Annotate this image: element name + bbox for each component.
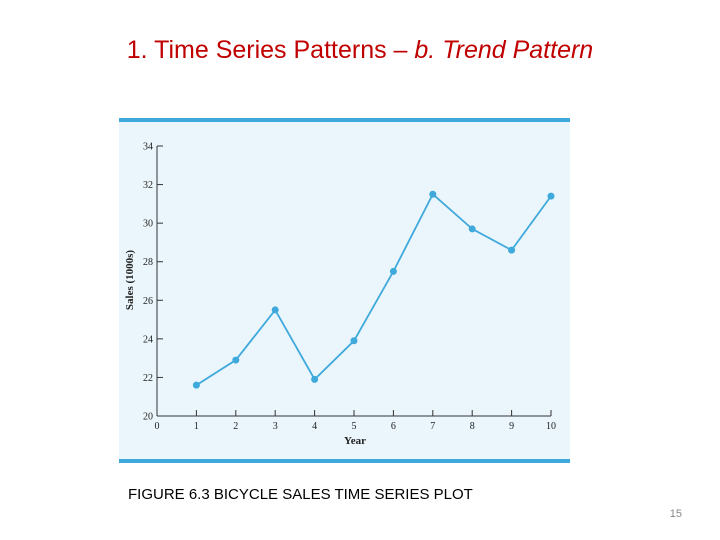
data-point: [311, 375, 319, 383]
slide-title-main: 1. Time Series Patterns –: [126, 36, 415, 64]
x-tick-label: 8: [470, 421, 475, 432]
data-point: [547, 192, 555, 200]
x-tick-label: 4: [312, 421, 317, 432]
data-point: [271, 306, 279, 314]
chart-axes: [156, 146, 551, 417]
x-tick-label: 3: [273, 421, 278, 432]
data-point: [192, 381, 200, 389]
x-tick-label: 9: [509, 421, 514, 432]
data-point: [508, 246, 516, 254]
y-tick-label: 22: [143, 373, 153, 384]
y-tick-label: 24: [143, 334, 153, 345]
y-tick-label: 32: [143, 180, 153, 191]
x-tick-label: 1: [194, 421, 199, 432]
data-point: [232, 356, 240, 364]
y-tick-label: 20: [143, 412, 153, 423]
y-tick-label: 28: [143, 257, 153, 268]
x-tick-label: 5: [352, 421, 357, 432]
data-point: [389, 267, 397, 275]
x-tick-label: 7: [430, 421, 435, 432]
y-tick-label: 26: [143, 296, 153, 307]
y-tick-label: 34: [143, 142, 153, 153]
data-point: [468, 225, 476, 233]
x-tick-label: 2: [233, 421, 238, 432]
chart-panel: 20 22 24 26 28 30 32 34 0 1 2 3 4 5 6 7 8 9 10 Year Sales …: [119, 118, 570, 463]
data-point: [350, 337, 358, 345]
slide-title-emphasis: b. Trend Pattern: [414, 36, 594, 64]
x-tick-label: 0: [155, 421, 160, 432]
x-tick-label: 6: [391, 421, 396, 432]
y-axis-label: Sales (1000s): [124, 250, 136, 311]
y-tick-label: 30: [143, 219, 153, 230]
series-line: [195, 192, 552, 386]
data-point: [429, 190, 437, 198]
x-tick-label: 10: [546, 421, 556, 432]
page-number: 15: [669, 508, 682, 520]
slide-title: 1. Time Series Patterns – b. Trend Patte…: [0, 36, 720, 65]
chart-series: [192, 190, 555, 389]
figure-caption: FIGURE 6.3 BICYCLE SALES TIME SERIES PLO…: [128, 486, 473, 503]
x-axis-label: Year: [344, 435, 366, 447]
